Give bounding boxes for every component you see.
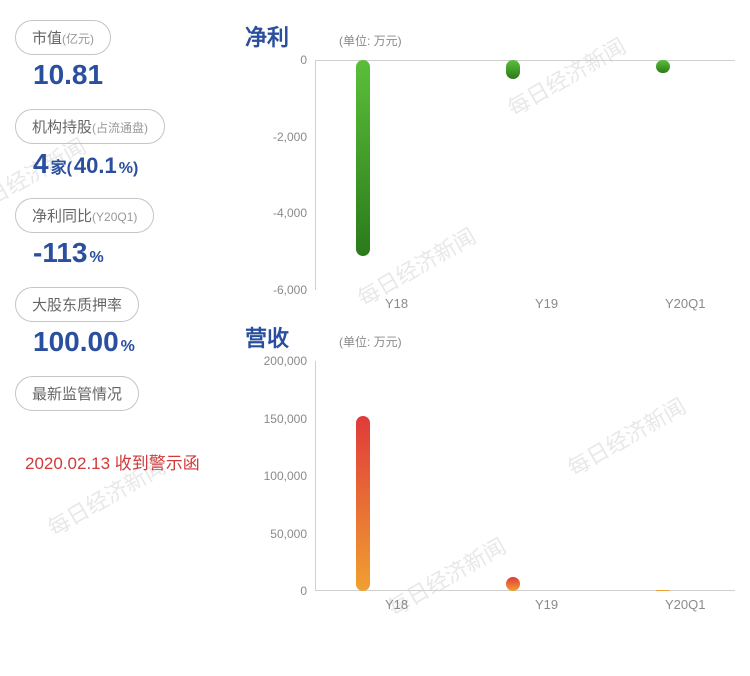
bar-y19	[506, 60, 520, 79]
axis-line	[316, 590, 735, 591]
pill-regulatory: 最新监管情况	[15, 376, 139, 411]
sub: (亿元)	[62, 32, 94, 46]
metric-market-cap: 市值(亿元) 10.81	[15, 20, 225, 91]
y-tick: -2,000	[273, 130, 307, 144]
label: 大股东质押率	[32, 297, 122, 314]
chart-unit: (单位: 万元)	[339, 333, 402, 350]
u: %	[90, 249, 104, 267]
bar-y20q1	[656, 60, 670, 73]
sub: (占流通盘)	[92, 121, 148, 135]
v1: 4	[33, 148, 49, 180]
chart-area: 0 -2,000 -4,000 -6,000	[245, 60, 735, 290]
chart-header: 营收 (单位: 万元)	[245, 321, 735, 353]
y-tick: 150,000	[264, 412, 307, 426]
value: 10.81	[15, 59, 225, 91]
y-axis: 0 -2,000 -4,000 -6,000	[245, 60, 315, 290]
bar-y19	[506, 577, 520, 591]
x-label: Y18	[315, 296, 465, 311]
bar-y20q1	[656, 590, 670, 591]
metric-regulatory: 最新监管情况	[15, 376, 225, 411]
label: 机构持股	[32, 119, 92, 136]
x-label: Y19	[465, 296, 615, 311]
label: 最新监管情况	[32, 386, 122, 403]
main-container: 市值(亿元) 10.81 机构持股(占流通盘) 4家(40.1%) 净利同比(Y…	[0, 0, 750, 632]
pill-pledge-rate: 大股东质押率	[15, 287, 139, 322]
right-column: 净利 (单位: 万元) 0 -2,000 -4,000 -6,000 Y	[245, 20, 735, 612]
x-label: Y20Q1	[615, 597, 735, 612]
revenue-chart: 营收 (单位: 万元) 200,000 150,000 100,000 50,0…	[245, 321, 735, 612]
value: -113%	[15, 237, 225, 269]
v2: 家(	[51, 154, 72, 178]
y-tick: -4,000	[273, 206, 307, 220]
y-tick: 200,000	[264, 354, 307, 368]
sub: (Y20Q1)	[92, 210, 137, 224]
x-labels: Y18 Y19 Y20Q1	[315, 597, 735, 612]
y-tick: 50,000	[270, 527, 307, 541]
x-label: Y19	[465, 597, 615, 612]
y-tick: -6,000	[273, 283, 307, 297]
label: 市值	[32, 30, 62, 47]
x-label: Y18	[315, 597, 465, 612]
y-tick: 0	[300, 53, 307, 67]
v: -113	[33, 237, 88, 269]
v3: 40.1	[74, 153, 117, 179]
bar-y18	[356, 416, 370, 591]
metric-pledge-rate: 大股东质押率 100.00%	[15, 287, 225, 358]
pill-inst-holding: 机构持股(占流通盘)	[15, 109, 165, 144]
value: 4家(40.1%)	[15, 148, 225, 180]
label: 净利同比	[32, 208, 92, 225]
chart-area: 200,000 150,000 100,000 50,000 0	[245, 361, 735, 591]
u: %	[121, 338, 135, 356]
plot	[315, 361, 735, 591]
chart-unit: (单位: 万元)	[339, 32, 402, 49]
profit-chart: 净利 (单位: 万元) 0 -2,000 -4,000 -6,000 Y	[245, 20, 735, 311]
v4: %)	[119, 160, 139, 178]
x-labels: Y18 Y19 Y20Q1	[315, 296, 735, 311]
value: 100.00%	[15, 326, 225, 358]
pill-market-cap: 市值(亿元)	[15, 20, 111, 55]
footer-note: 2020.02.13 收到警示函	[15, 449, 225, 474]
y-tick: 100,000	[264, 469, 307, 483]
x-label: Y20Q1	[615, 296, 735, 311]
metric-profit-yoy: 净利同比(Y20Q1) -113%	[15, 198, 225, 269]
chart-header: 净利 (单位: 万元)	[245, 20, 735, 52]
left-column: 市值(亿元) 10.81 机构持股(占流通盘) 4家(40.1%) 净利同比(Y…	[15, 20, 225, 612]
chart-title: 净利	[245, 20, 289, 52]
y-tick: 0	[300, 584, 307, 598]
metric-inst-holding: 机构持股(占流通盘) 4家(40.1%)	[15, 109, 225, 180]
chart-title: 营收	[245, 321, 289, 353]
v: 100.00	[33, 326, 119, 358]
axis-line	[316, 60, 735, 61]
y-axis: 200,000 150,000 100,000 50,000 0	[245, 361, 315, 591]
plot	[315, 60, 735, 290]
pill-profit-yoy: 净利同比(Y20Q1)	[15, 198, 154, 233]
bar-y18	[356, 60, 370, 256]
